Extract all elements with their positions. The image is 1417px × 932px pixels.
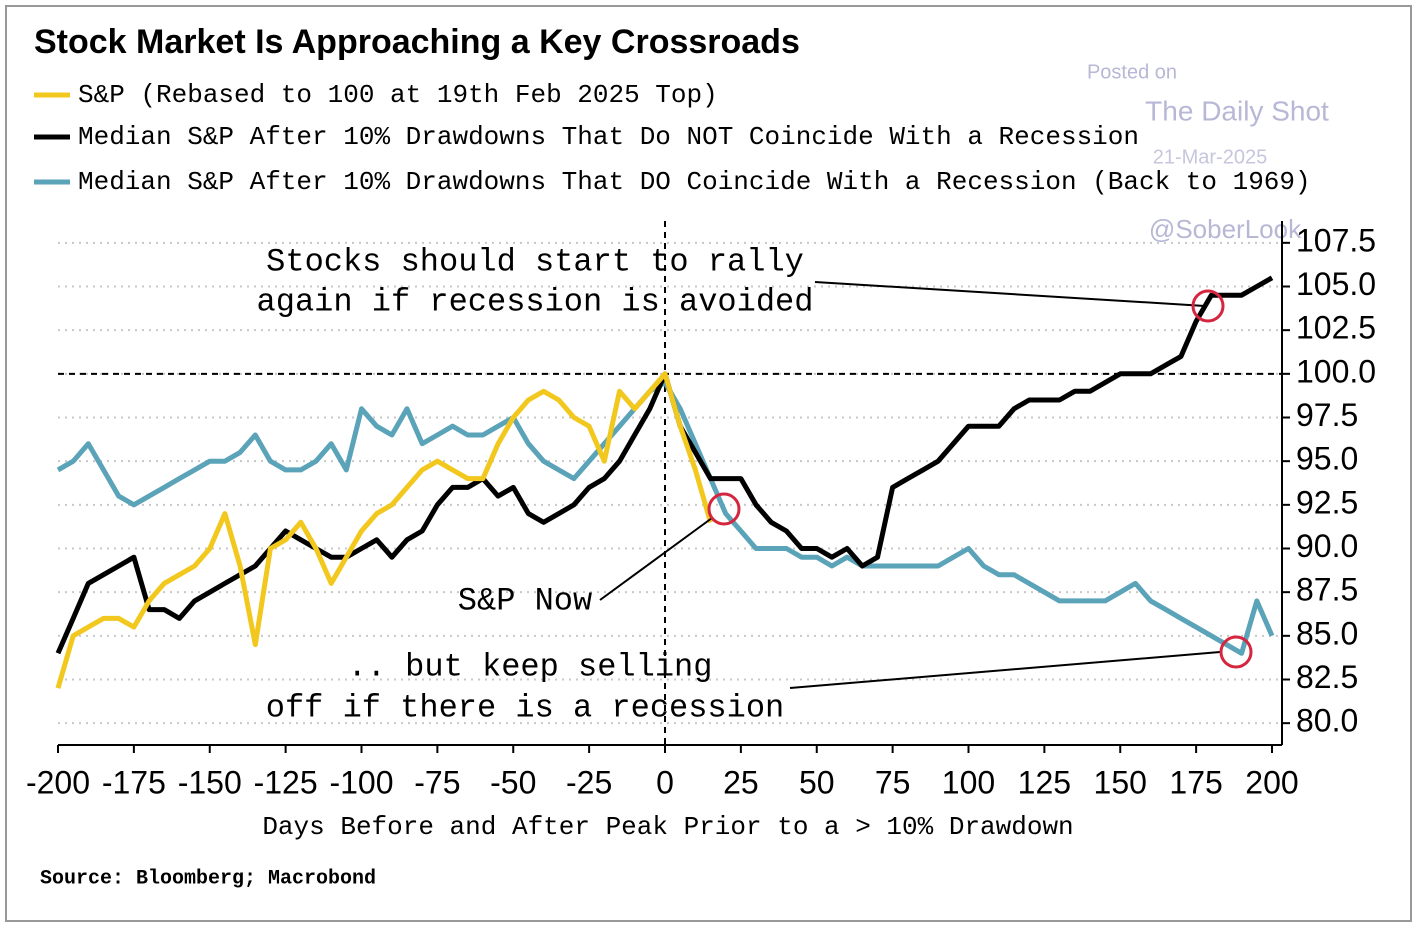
y-tick-label: 90.0 (1296, 528, 1358, 564)
y-tick-label: 87.5 (1296, 572, 1358, 608)
x-tick-label: 25 (723, 764, 759, 800)
highlight-circle (1219, 635, 1253, 669)
pointer (814, 281, 1206, 307)
x-tick-label: 125 (1018, 764, 1071, 800)
x-tick-label: -50 (490, 764, 536, 800)
x-tick-label: -150 (178, 764, 242, 800)
annotation: S&P Now (458, 582, 592, 619)
y-tick-label: 95.0 (1296, 441, 1358, 477)
frame (5, 5, 1412, 922)
x-tick-label: -100 (329, 764, 393, 800)
x-tick-label: -200 (26, 764, 90, 800)
watermark: The Daily Shot (1145, 95, 1329, 126)
y-tick-label: 97.5 (1296, 397, 1358, 433)
x-tick-label: 50 (799, 764, 835, 800)
y-tick-label: 92.5 (1296, 484, 1358, 520)
annotation: .. but keep selling (348, 648, 713, 685)
x-tick-label: -125 (254, 764, 318, 800)
y-tick-label: 100.0 (1296, 353, 1376, 389)
legend-label: Median S&P After 10% Drawdowns That DO C… (78, 167, 1311, 197)
x-tick-label: 200 (1245, 764, 1298, 800)
x-tick-label: 150 (1094, 764, 1147, 800)
pointer (789, 651, 1221, 689)
y-tick-label: 82.5 (1296, 659, 1358, 695)
legend-label: Median S&P After 10% Drawdowns That Do N… (78, 122, 1139, 152)
y-tick-label: 105.0 (1296, 266, 1376, 302)
source: Source: Bloomberg; Macrobond (40, 867, 376, 890)
plot-area: 80.0 82.5 85.0 87.5 90.0 92.5 95.0 97.5 100.0 102… (26, 221, 1376, 800)
series-line (55, 371, 713, 689)
y-tick-label: 107.5 (1296, 222, 1376, 258)
annotation: again if recession is avoided (257, 283, 814, 320)
chart-title: Stock Market Is Approaching a Key Crossr… (34, 23, 800, 61)
pointer (599, 517, 713, 601)
y-tick-label: 80.0 (1296, 703, 1358, 739)
y-tick-label: 102.5 (1296, 310, 1376, 346)
annotation: off if there is a recession (266, 689, 784, 726)
x-tick-label: -175 (102, 764, 166, 800)
legend-label: S&P (Rebased to 100 at 19th Feb 2025 Top… (78, 80, 718, 110)
y-tick-label: 85.0 (1296, 615, 1358, 651)
x-tick-label: 100 (942, 764, 995, 800)
annotation: Stocks should start to rally (266, 243, 804, 280)
watermark: @SoberLook (1149, 214, 1302, 244)
x-tick-label: -25 (566, 764, 612, 800)
x-axis-title: Days Before and After Peak Prior to a > … (262, 812, 1073, 842)
highlight-circle (1191, 289, 1225, 323)
x-tick-label: 75 (875, 764, 911, 800)
highlight-circle (707, 492, 741, 526)
watermark: 21-Mar-2025 (1153, 146, 1268, 168)
x-tick-label: 0 (656, 764, 674, 800)
x-tick-label: -75 (414, 764, 460, 800)
x-tick-label: 175 (1169, 764, 1222, 800)
legend: S&P (Rebased to 100 at 19th Feb 2025 Top… (34, 80, 1311, 197)
watermark: Posted on (1087, 61, 1177, 83)
